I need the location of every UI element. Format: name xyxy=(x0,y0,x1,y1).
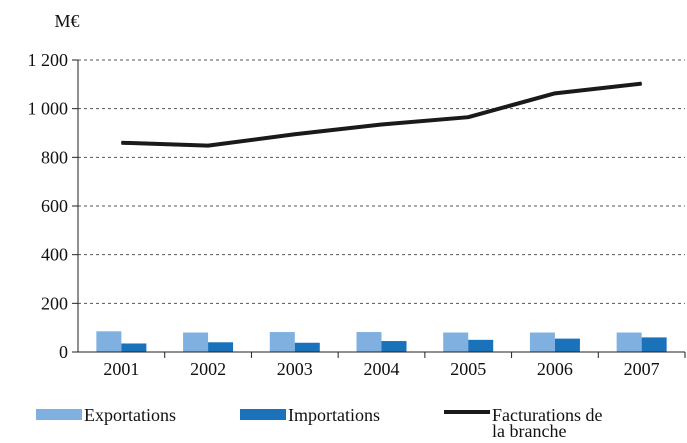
legend-swatch xyxy=(36,409,82,420)
y-tick-label: 800 xyxy=(41,147,68,167)
legend-item: Exportations xyxy=(36,405,176,425)
legend-label: Importations xyxy=(288,405,380,425)
line-point xyxy=(120,142,122,144)
line-point xyxy=(207,145,209,147)
line-point xyxy=(554,92,556,94)
bar-importations xyxy=(294,342,320,352)
y-tick-label: 1 200 xyxy=(28,50,69,70)
y-tick-label: 600 xyxy=(41,196,68,216)
unit-label: M€ xyxy=(54,11,79,31)
x-tick-label: 2001 xyxy=(103,359,139,379)
bar-importations xyxy=(641,337,667,352)
legend-item: Importations xyxy=(240,405,380,425)
x-tick-label: 2004 xyxy=(364,359,400,379)
bar-exportations xyxy=(183,332,209,352)
bar-exportations xyxy=(616,332,642,352)
line-point xyxy=(641,83,643,85)
bar-importations xyxy=(381,341,407,352)
line-facturations xyxy=(121,81,642,148)
x-tick-label: 2006 xyxy=(537,359,573,379)
y-tick-labels: 0 200 400 600 800 1 000 1 200 xyxy=(28,50,69,362)
legend-label: Facturations de la branche xyxy=(492,405,602,441)
x-tick-label: 2007 xyxy=(624,359,660,379)
y-tick-label: 1 000 xyxy=(28,99,69,119)
x-tick-label: 2002 xyxy=(190,359,226,379)
bar-importations xyxy=(468,339,494,352)
legend-label: Exportations xyxy=(84,405,176,425)
y-tick-label: 0 xyxy=(59,342,68,362)
line-point xyxy=(294,133,296,135)
legend-swatch xyxy=(444,410,490,414)
bar-importations xyxy=(121,343,147,352)
axes xyxy=(72,59,686,358)
x-tick-label: 2005 xyxy=(450,359,486,379)
bar-exportations xyxy=(356,332,382,352)
gridlines xyxy=(78,59,685,304)
line-point xyxy=(381,123,382,125)
bar-importations xyxy=(208,342,234,352)
line-point xyxy=(467,116,469,118)
y-tick-label: 400 xyxy=(41,245,68,265)
bar-exportations xyxy=(269,332,295,352)
x-tick-label: 2003 xyxy=(277,359,313,379)
bar-exportations xyxy=(529,332,555,352)
bars xyxy=(96,331,667,352)
legend-swatch xyxy=(240,409,286,420)
bar-importations xyxy=(554,338,580,352)
bar-exportations xyxy=(443,332,469,352)
x-tick-labels: 2001 2002 2003 2004 2005 2006 2007 xyxy=(103,359,659,379)
legend-item: Facturations de la branche xyxy=(444,405,602,441)
bar-exportations xyxy=(96,331,122,352)
y-tick-label: 200 xyxy=(41,293,68,313)
legend: Exportations Importations Facturations de l… xyxy=(36,405,602,441)
line-series xyxy=(120,81,643,148)
